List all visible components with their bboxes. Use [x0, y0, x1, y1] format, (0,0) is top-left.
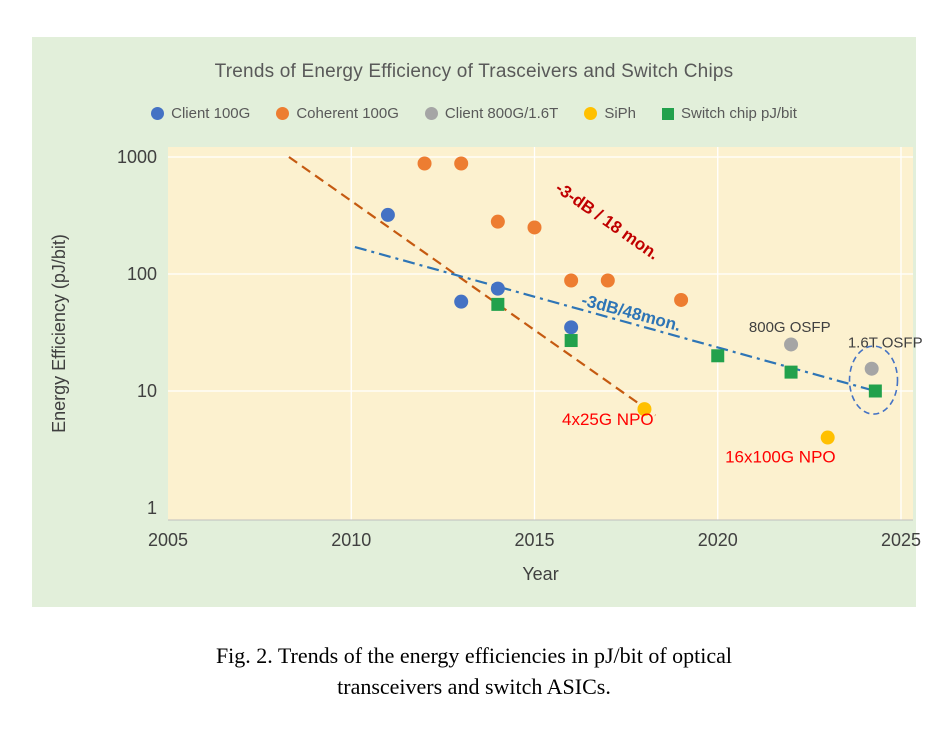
data-point-marker [600, 273, 615, 288]
data-point-marker [454, 156, 469, 171]
legend-marker-circle [584, 107, 598, 120]
highlight-ellipse [848, 345, 899, 415]
data-point-marker [711, 349, 725, 363]
data-point-marker [864, 361, 879, 376]
data-point-marker [637, 402, 652, 417]
y-tick-label: 10 [137, 381, 157, 401]
data-point-marker [564, 273, 579, 288]
data-point-marker [490, 281, 505, 296]
data-point-marker [820, 430, 835, 445]
x-tick-label: 2015 [514, 530, 554, 550]
legend-marker-circle [276, 107, 290, 120]
series-switch-chip-pj-bit [491, 297, 882, 398]
data-point-marker [491, 297, 505, 311]
data-point-marker [527, 220, 542, 235]
coherent-trend-line [288, 156, 657, 417]
annotation: 16x100G NPO [725, 447, 836, 466]
data-point-marker [417, 156, 432, 171]
x-tick-label: 2020 [698, 530, 738, 550]
y-axis-title: Energy Efficiency (pJ/bit) [49, 234, 69, 433]
series-coherent-100g [417, 156, 689, 307]
legend-item: Coherent 100G [276, 105, 399, 122]
data-point-marker [674, 292, 689, 307]
chart-legend: Client 100G Coherent 100G Client 800G/1.6T… [32, 105, 916, 122]
annotation: 800G OSFP [749, 319, 831, 336]
annotation: 1.6T OSFP [848, 335, 923, 352]
gridlines [168, 147, 913, 520]
y-tick-label: 1 [147, 498, 157, 518]
legend-item: Client 800G/1.6T [424, 105, 559, 122]
y-tick-label: 1000 [117, 147, 157, 167]
data-point-marker [564, 320, 579, 335]
legend-item: Switch chip pJ/bit [662, 105, 797, 122]
series-client-100g [380, 207, 579, 335]
data-point-marker [490, 214, 505, 229]
data-point-marker [784, 337, 799, 352]
legend-label: SiPh [604, 105, 636, 122]
legend-marker-square [662, 107, 674, 120]
x-tick-label: 2005 [148, 530, 188, 550]
data-point-marker [454, 294, 469, 309]
chart-plot: 1 10 100 1000 2005 2010 2015 2020 2025 Year Energy… [49, 147, 923, 584]
caption-line-2: transceivers and switch ASICs. [337, 673, 611, 699]
caption-line-1: Fig. 2. Trends of the energy efficiencie… [215, 643, 733, 668]
legend-label: Switch chip pJ/bit [681, 105, 797, 122]
data-point-marker [868, 384, 882, 398]
legend-marker-circle [151, 107, 165, 120]
legend-label: Coherent 100G [296, 105, 399, 122]
chart-panel: Trends of Energy Efficiency of Trasceive… [32, 37, 923, 607]
legend-item: SiPh [584, 105, 636, 122]
data-point-marker [784, 365, 798, 379]
series-siph [637, 402, 835, 445]
legend-label: Client 100G [171, 105, 251, 122]
series-client-800g-1-6t [784, 337, 879, 376]
legend-item: Client 100G [151, 105, 250, 122]
figure-caption: Fig. 2. Trends of the energy efficiencie… [0, 641, 948, 703]
data-point-marker [564, 334, 578, 348]
legend-label: Client 800G/1.6T [444, 105, 559, 122]
legend-marker-circle [424, 107, 438, 120]
chart-title: Trends of Energy Efficiency of Trasceive… [214, 61, 734, 82]
x-tick-label: 2010 [331, 530, 371, 550]
y-tick-label: 100 [127, 264, 157, 284]
annotation: 4x25G NPO [562, 410, 654, 429]
x-axis-title: Year [522, 564, 558, 584]
axis-tick-labels: 1 10 100 1000 2005 2010 2015 2020 2025 [117, 147, 921, 550]
x-tick-label: 2025 [881, 530, 921, 550]
data-point-marker [380, 207, 395, 222]
